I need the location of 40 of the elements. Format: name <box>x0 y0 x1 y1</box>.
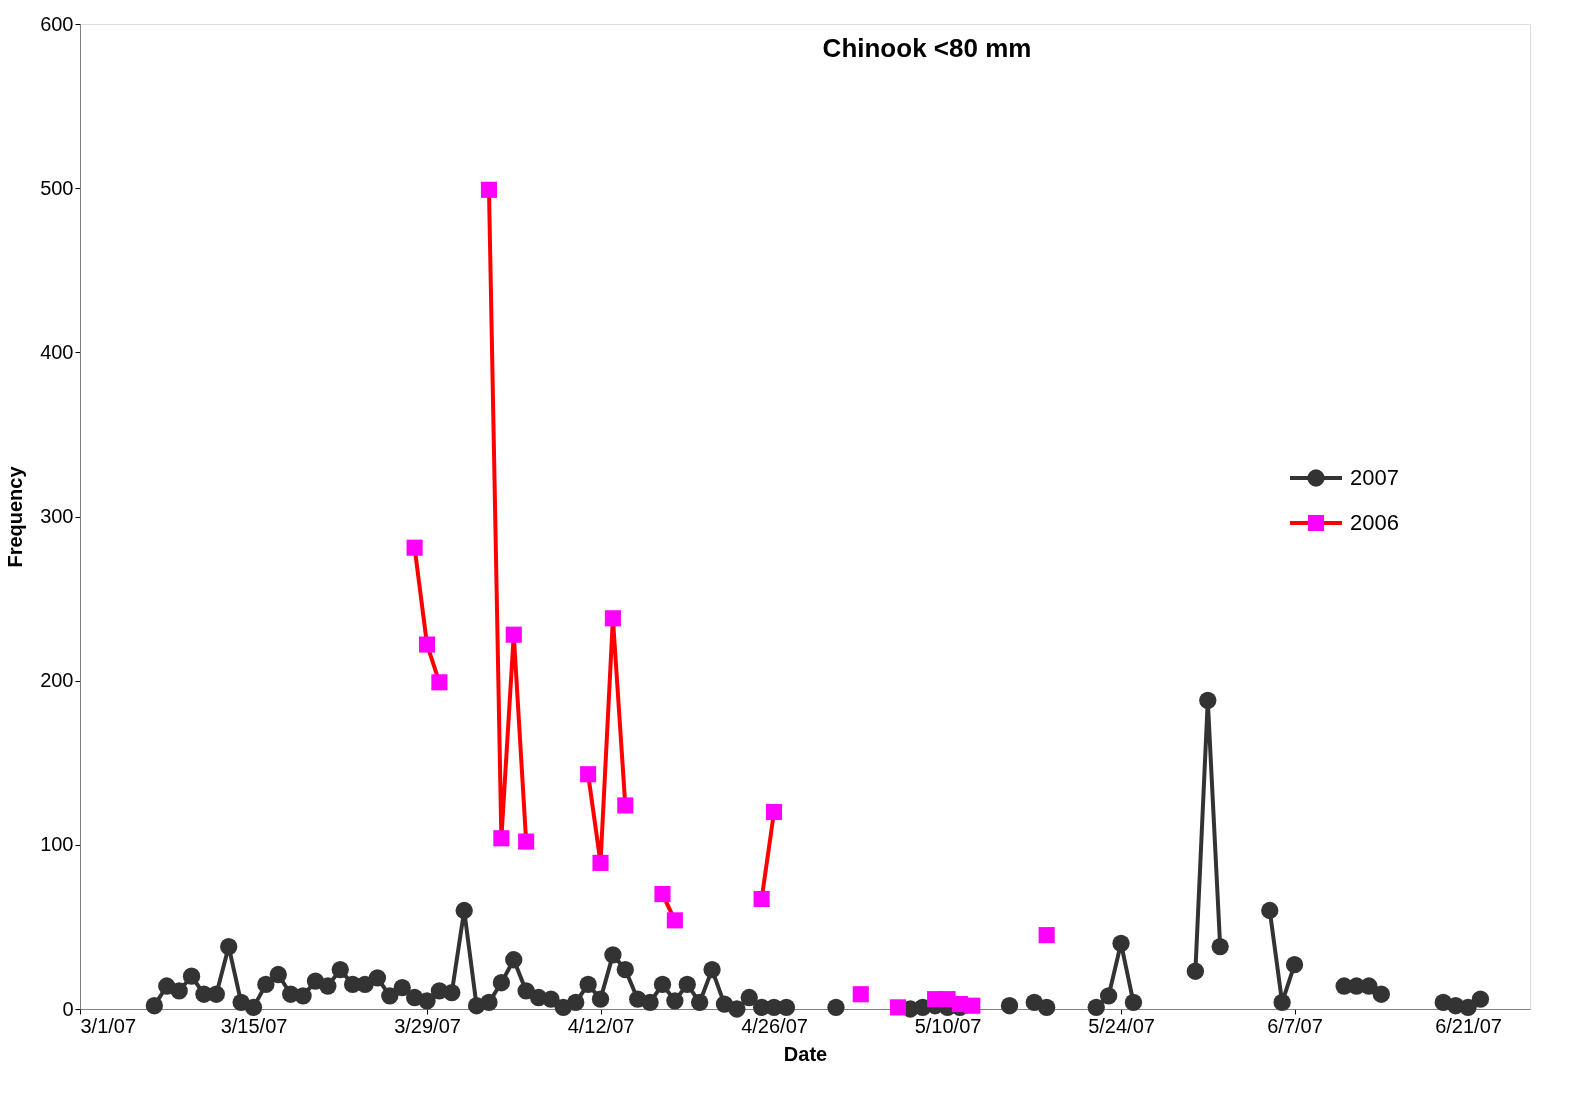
x-tick-label: 4/26/07 <box>741 1014 808 1037</box>
x-tick-label: 5/24/07 <box>1088 1014 1155 1037</box>
legend-label: 2006 <box>1350 510 1399 535</box>
point <box>592 854 609 871</box>
y-tick-label: 600 <box>40 12 74 35</box>
x-tick-label: 4/12/07 <box>567 1014 635 1037</box>
point <box>580 766 597 783</box>
y-axis-title: Frequency <box>4 465 27 568</box>
chart-title: Chinook <80 mm <box>822 33 1032 63</box>
point <box>518 833 535 850</box>
point <box>406 539 423 556</box>
x-tick-label: 3/29/07 <box>394 1014 461 1037</box>
x-tick-label: 5/10/07 <box>914 1014 982 1037</box>
x-tick-label: 3/15/07 <box>220 1014 288 1037</box>
y-tick-label: 500 <box>40 176 74 199</box>
point <box>505 626 522 643</box>
y-tick-label: 200 <box>40 669 74 692</box>
point <box>617 797 634 814</box>
x-axis-title: Date <box>783 1042 828 1065</box>
point <box>765 803 783 821</box>
point <box>964 997 981 1014</box>
y-tick-label: 0 <box>62 997 74 1020</box>
y-tick-label: 300 <box>40 505 74 527</box>
y-tick-label: 400 <box>40 340 74 363</box>
x-tick-label: 6/21/07 <box>1435 1014 1502 1037</box>
y-tick-label: 100 <box>40 833 74 856</box>
point <box>753 890 770 908</box>
point <box>666 912 683 929</box>
legend-label: 2007 <box>1350 465 1399 490</box>
point <box>1038 927 1055 944</box>
point <box>431 674 448 691</box>
x-tick-label: 3/1/07 <box>80 1014 137 1037</box>
x-tick-label: 6/7/07 <box>1267 1014 1323 1037</box>
point <box>493 830 510 847</box>
point <box>889 999 907 1016</box>
point <box>852 986 869 1003</box>
point <box>604 610 621 627</box>
point <box>480 181 498 198</box>
point <box>654 886 671 903</box>
point <box>418 636 436 653</box>
